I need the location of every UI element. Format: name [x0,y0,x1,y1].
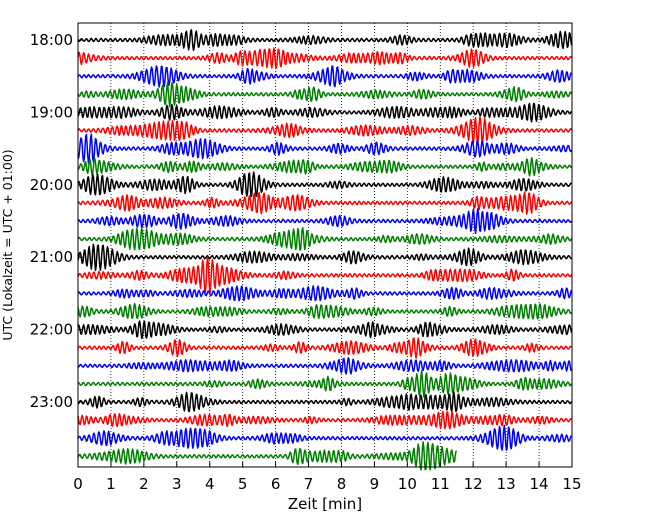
trace-5 [77,116,573,145]
x-tick-label-0: 0 [73,475,83,493]
trace-4 [77,102,573,123]
trace-0 [77,29,573,52]
x-tick-label-6: 6 [271,475,281,493]
trace-14 [77,285,573,302]
x-tick-label-4: 4 [205,475,215,493]
trace-21 [77,410,572,430]
trace-1 [77,47,573,70]
y-tick-label-2: 20:00 [30,176,73,194]
y-tick-label-3: 21:00 [30,248,73,266]
trace-20 [77,391,573,413]
x-tick-label-9: 9 [370,475,380,493]
x-tick-label-14: 14 [530,475,549,493]
trace-3 [77,81,573,108]
y-tick-label-1: 19:00 [30,103,73,121]
trace-22 [77,424,572,451]
trace-10 [77,208,573,234]
trace-23 [77,441,458,471]
trace-6 [77,133,573,165]
trace-7 [77,157,573,177]
trace-15 [77,302,573,320]
x-tick-label-7: 7 [304,475,314,493]
x-tick-label-2: 2 [139,475,149,493]
trace-18 [77,357,573,375]
y-tick-label-5: 23:00 [30,393,73,411]
trace-2 [77,65,572,88]
y-tick-label-0: 18:00 [30,31,73,49]
x-tick-label-5: 5 [238,475,248,493]
x-tick-label-3: 3 [172,475,182,493]
trace-17 [77,337,572,359]
trace-11 [77,226,573,251]
x-tick-label-11: 11 [431,475,450,493]
seismic-traces [77,29,573,471]
x-tick-label-12: 12 [464,475,483,493]
trace-19 [77,369,573,398]
y-tick-label-4: 22:00 [30,321,73,339]
x-axis-label: Zeit [min] [288,495,362,513]
trace-8 [77,171,572,198]
x-tick-label-13: 13 [497,475,516,493]
x-tick-label-10: 10 [398,475,417,493]
trace-9 [77,191,573,215]
y-axis: 18:00 19:00 20:00 21:00 22:00 23:00 [30,31,83,411]
trace-16 [77,320,573,339]
x-tick-label-1: 1 [106,475,116,493]
trace-12 [77,243,572,272]
x-axis: 0 1 2 3 4 5 6 7 8 9 10 11 12 13 14 15 [73,462,582,493]
plot-frame [77,22,573,468]
x-tick-label-15: 15 [562,475,581,493]
y-axis-label: UTC (Lokalzeit = UTC + 01:00) [0,149,15,340]
x-tick-label-8: 8 [337,475,347,493]
trace-13 [77,256,573,293]
